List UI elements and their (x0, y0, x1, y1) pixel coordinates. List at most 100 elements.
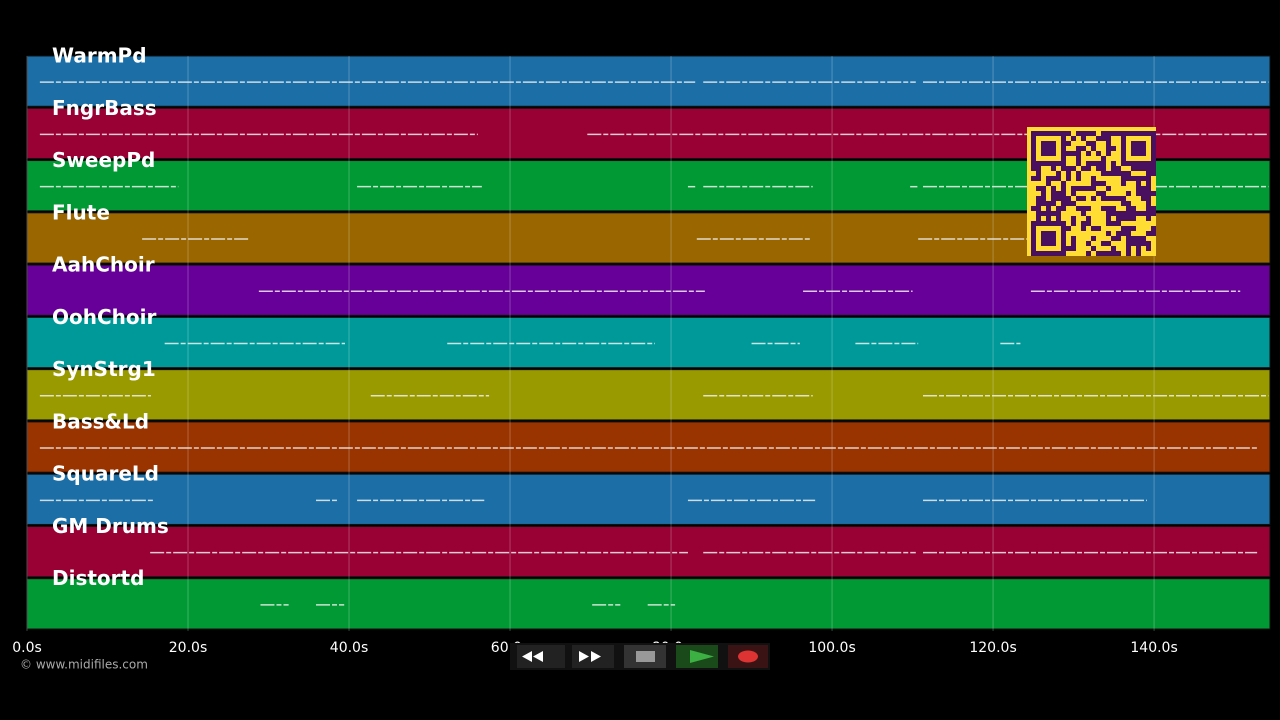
qr-module (1101, 171, 1106, 176)
qr-module (1141, 186, 1146, 191)
qr-module (1151, 226, 1156, 231)
qr-module (1041, 161, 1046, 166)
record-button[interactable] (728, 645, 768, 668)
qr-module (1096, 136, 1101, 141)
qr-module (1106, 186, 1111, 191)
qr-module (1151, 146, 1156, 151)
forward-button[interactable] (572, 645, 614, 668)
qr-module (1061, 136, 1066, 141)
qr-module (1041, 231, 1046, 236)
qr-module (1151, 231, 1156, 236)
qr-module (1031, 136, 1036, 141)
qr-module (1051, 161, 1056, 166)
lane (26, 264, 1271, 316)
qr-module (1076, 176, 1081, 181)
rewind-button[interactable] (517, 645, 565, 668)
qr-module (1076, 206, 1081, 211)
qr-module (1116, 221, 1121, 226)
qr-module (1056, 171, 1061, 176)
qr-module (1146, 186, 1151, 191)
qr-module (1081, 226, 1086, 231)
qr-module (1121, 176, 1126, 181)
qr-module (1096, 181, 1101, 186)
qr-module (1131, 141, 1136, 146)
qr-module (1036, 166, 1041, 171)
qr-module (1061, 231, 1066, 236)
qr-module (1111, 171, 1116, 176)
qr-module (1121, 161, 1126, 166)
qr-module (1136, 191, 1141, 196)
qr-module (1121, 156, 1126, 161)
qr-module (1121, 216, 1126, 221)
qr-module (1126, 226, 1131, 231)
qr-module (1146, 176, 1151, 181)
qr-module (1041, 141, 1046, 146)
track-name: WarmPd (52, 44, 147, 68)
qr-module (1141, 241, 1146, 246)
qr-module (1111, 146, 1116, 151)
qr-module (1031, 241, 1036, 246)
qr-module (1146, 171, 1151, 176)
qr-module (1071, 221, 1076, 226)
qr-module (1086, 186, 1091, 191)
qr-module (1111, 211, 1116, 216)
qr-module (1151, 151, 1156, 156)
qr-module (1046, 251, 1051, 256)
qr-module (1146, 231, 1151, 236)
qr-module (1146, 161, 1151, 166)
qr-module (1031, 146, 1036, 151)
qr-module (1151, 131, 1156, 136)
qr-module (1101, 191, 1106, 196)
play-button[interactable] (676, 645, 718, 668)
qr-module (1101, 241, 1106, 246)
qr-module (1121, 171, 1126, 176)
qr-module (1051, 196, 1056, 201)
qr-module (1051, 131, 1056, 136)
qr-module (1051, 186, 1056, 191)
qr-module (1096, 166, 1101, 171)
qr-module (1131, 226, 1136, 231)
qr-module (1136, 176, 1141, 181)
qr-module (1131, 166, 1136, 171)
labels: WarmPd FngrBass SweepPd Flute AahChoir OohCho… (52, 44, 169, 591)
lane (26, 525, 1271, 578)
qr-module (1041, 151, 1046, 156)
qr-module (1131, 161, 1136, 166)
qr-module (1051, 221, 1056, 226)
qr-module (1091, 176, 1096, 181)
qr-module (1146, 201, 1151, 206)
qr-module (1106, 231, 1111, 236)
qr-module (1046, 201, 1051, 206)
qr-module (1051, 151, 1056, 156)
tick-label: 20.0s (169, 640, 207, 656)
stop-button[interactable] (624, 645, 666, 668)
qr-module (1121, 201, 1126, 206)
qr-module (1031, 231, 1036, 236)
qr-module (1061, 181, 1066, 186)
qr-module (1041, 146, 1046, 151)
qr-module (1141, 146, 1146, 151)
qr-module (1056, 191, 1061, 196)
qr-module (1031, 226, 1036, 231)
qr-module (1036, 206, 1041, 211)
qr-module (1051, 251, 1056, 256)
tick-label: 40.0s (330, 640, 368, 656)
qr-module (1071, 216, 1076, 221)
qr-module (1091, 246, 1096, 251)
stop-icon (636, 651, 655, 662)
qr-module (1046, 181, 1051, 186)
qr-module (1046, 141, 1051, 146)
qr-module (1081, 131, 1086, 136)
qr-module (1106, 141, 1111, 146)
qr-module (1076, 151, 1081, 156)
qr-module (1111, 246, 1116, 251)
qr-module (1046, 206, 1051, 211)
qr-module (1121, 231, 1126, 236)
qr-module (1086, 206, 1091, 211)
qr-module (1031, 166, 1036, 171)
qr-module (1046, 151, 1051, 156)
qr-module (1131, 211, 1136, 216)
track-name: SquareLd (52, 462, 159, 486)
qr-module (1131, 176, 1136, 181)
qr-module (1046, 131, 1051, 136)
